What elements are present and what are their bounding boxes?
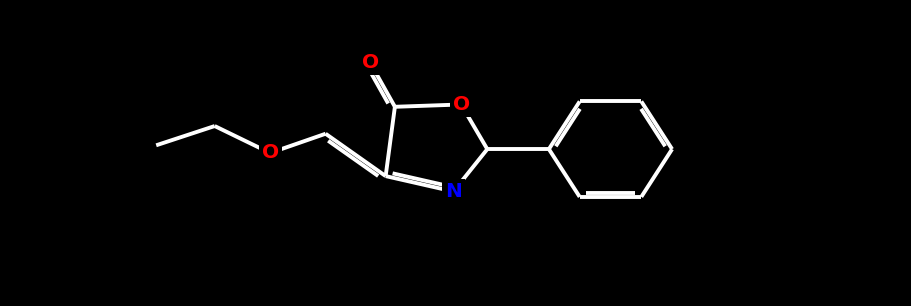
Text: O: O [261, 144, 279, 162]
Text: O: O [362, 54, 379, 73]
Text: O: O [453, 95, 470, 114]
Text: N: N [445, 182, 462, 201]
